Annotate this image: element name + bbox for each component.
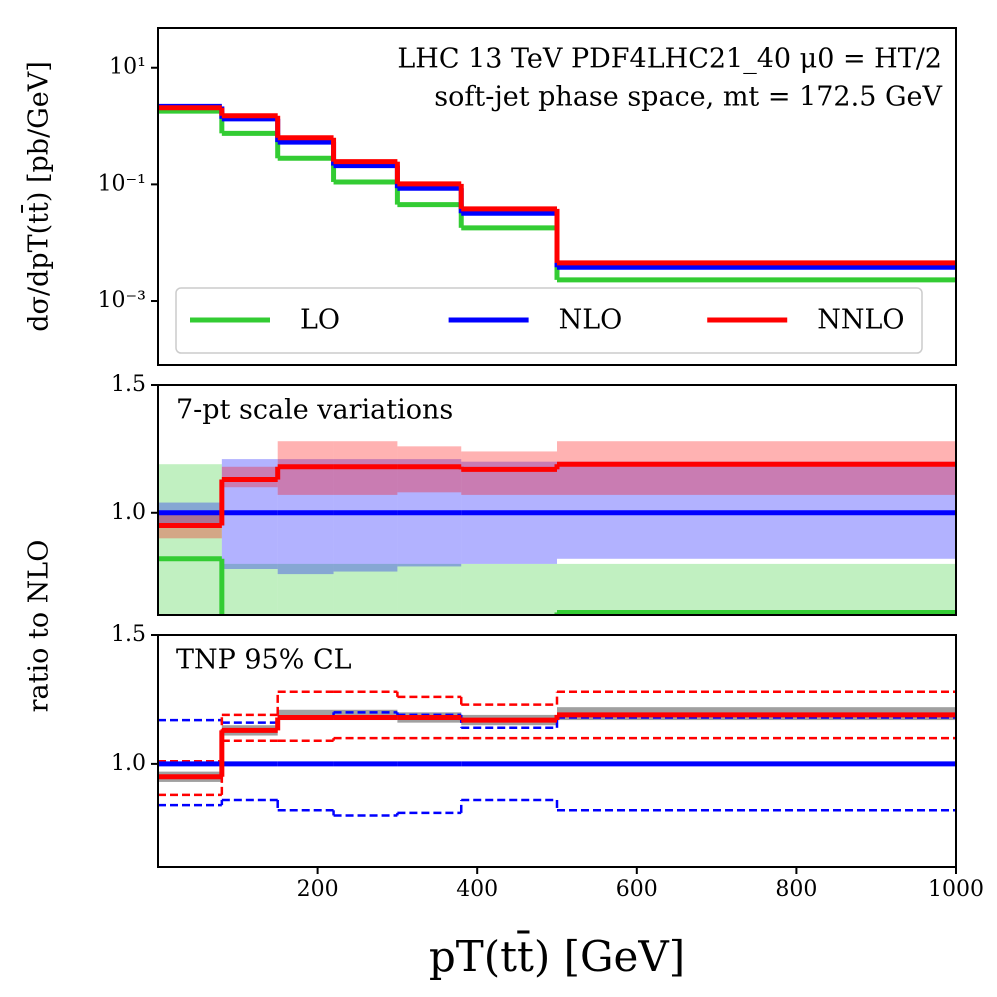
x-tick-label: 1000 [928, 877, 984, 902]
panel-frame [157, 27, 957, 366]
x-axis-label: pT(tt̄) [GeV] [429, 929, 685, 981]
band [333, 563, 398, 615]
band [277, 459, 334, 575]
band [333, 709, 398, 721]
band [397, 563, 462, 615]
annotation: 7-pt scale variations [176, 395, 453, 426]
band [461, 563, 557, 615]
y-axis-label: ratio to NLO [24, 540, 55, 713]
plot-area [158, 441, 956, 615]
plot-area [158, 103, 956, 283]
band [221, 466, 278, 488]
legend-box [175, 287, 923, 354]
panel-frame [157, 634, 957, 868]
band [221, 563, 278, 615]
annotation: TNP 95% CL [176, 645, 352, 676]
annotation: LHC 13 TeV PDF4LHC21_40 μ0 = HT/2 [397, 44, 942, 75]
legend-label: NNLO [817, 305, 904, 336]
y-tick-label: 10⁻¹ [98, 171, 146, 196]
annotation: soft-jet phase space, mt = 172.5 GeV [434, 82, 942, 113]
band [557, 441, 956, 495]
band [397, 446, 462, 493]
legend-label: LO [300, 305, 340, 336]
y-tick-label: 1.0 [111, 500, 146, 525]
y-tick-label: 1.0 [111, 751, 146, 776]
panel-frame [157, 384, 957, 616]
y-tick-label: 10¹ [109, 55, 146, 80]
band [557, 461, 956, 559]
band [333, 459, 398, 572]
band [461, 451, 557, 495]
y-tick-label: 1.5 [111, 622, 146, 647]
x-tick-label: 400 [456, 877, 498, 902]
y-tick-label: 10⁻³ [98, 288, 146, 313]
x-tick-label: 800 [775, 877, 817, 902]
band [277, 563, 334, 615]
y-axis-label: dσ/dpT(tt̄) [pb/GeV] [20, 61, 55, 332]
band [277, 709, 334, 721]
plot-area [158, 690, 956, 817]
y-tick-label: 1.5 [111, 372, 146, 397]
legend-label: NLO [559, 305, 623, 336]
band [158, 464, 222, 615]
band [557, 563, 956, 615]
x-tick-label: 600 [616, 877, 658, 902]
x-tick-label: 200 [297, 877, 339, 902]
